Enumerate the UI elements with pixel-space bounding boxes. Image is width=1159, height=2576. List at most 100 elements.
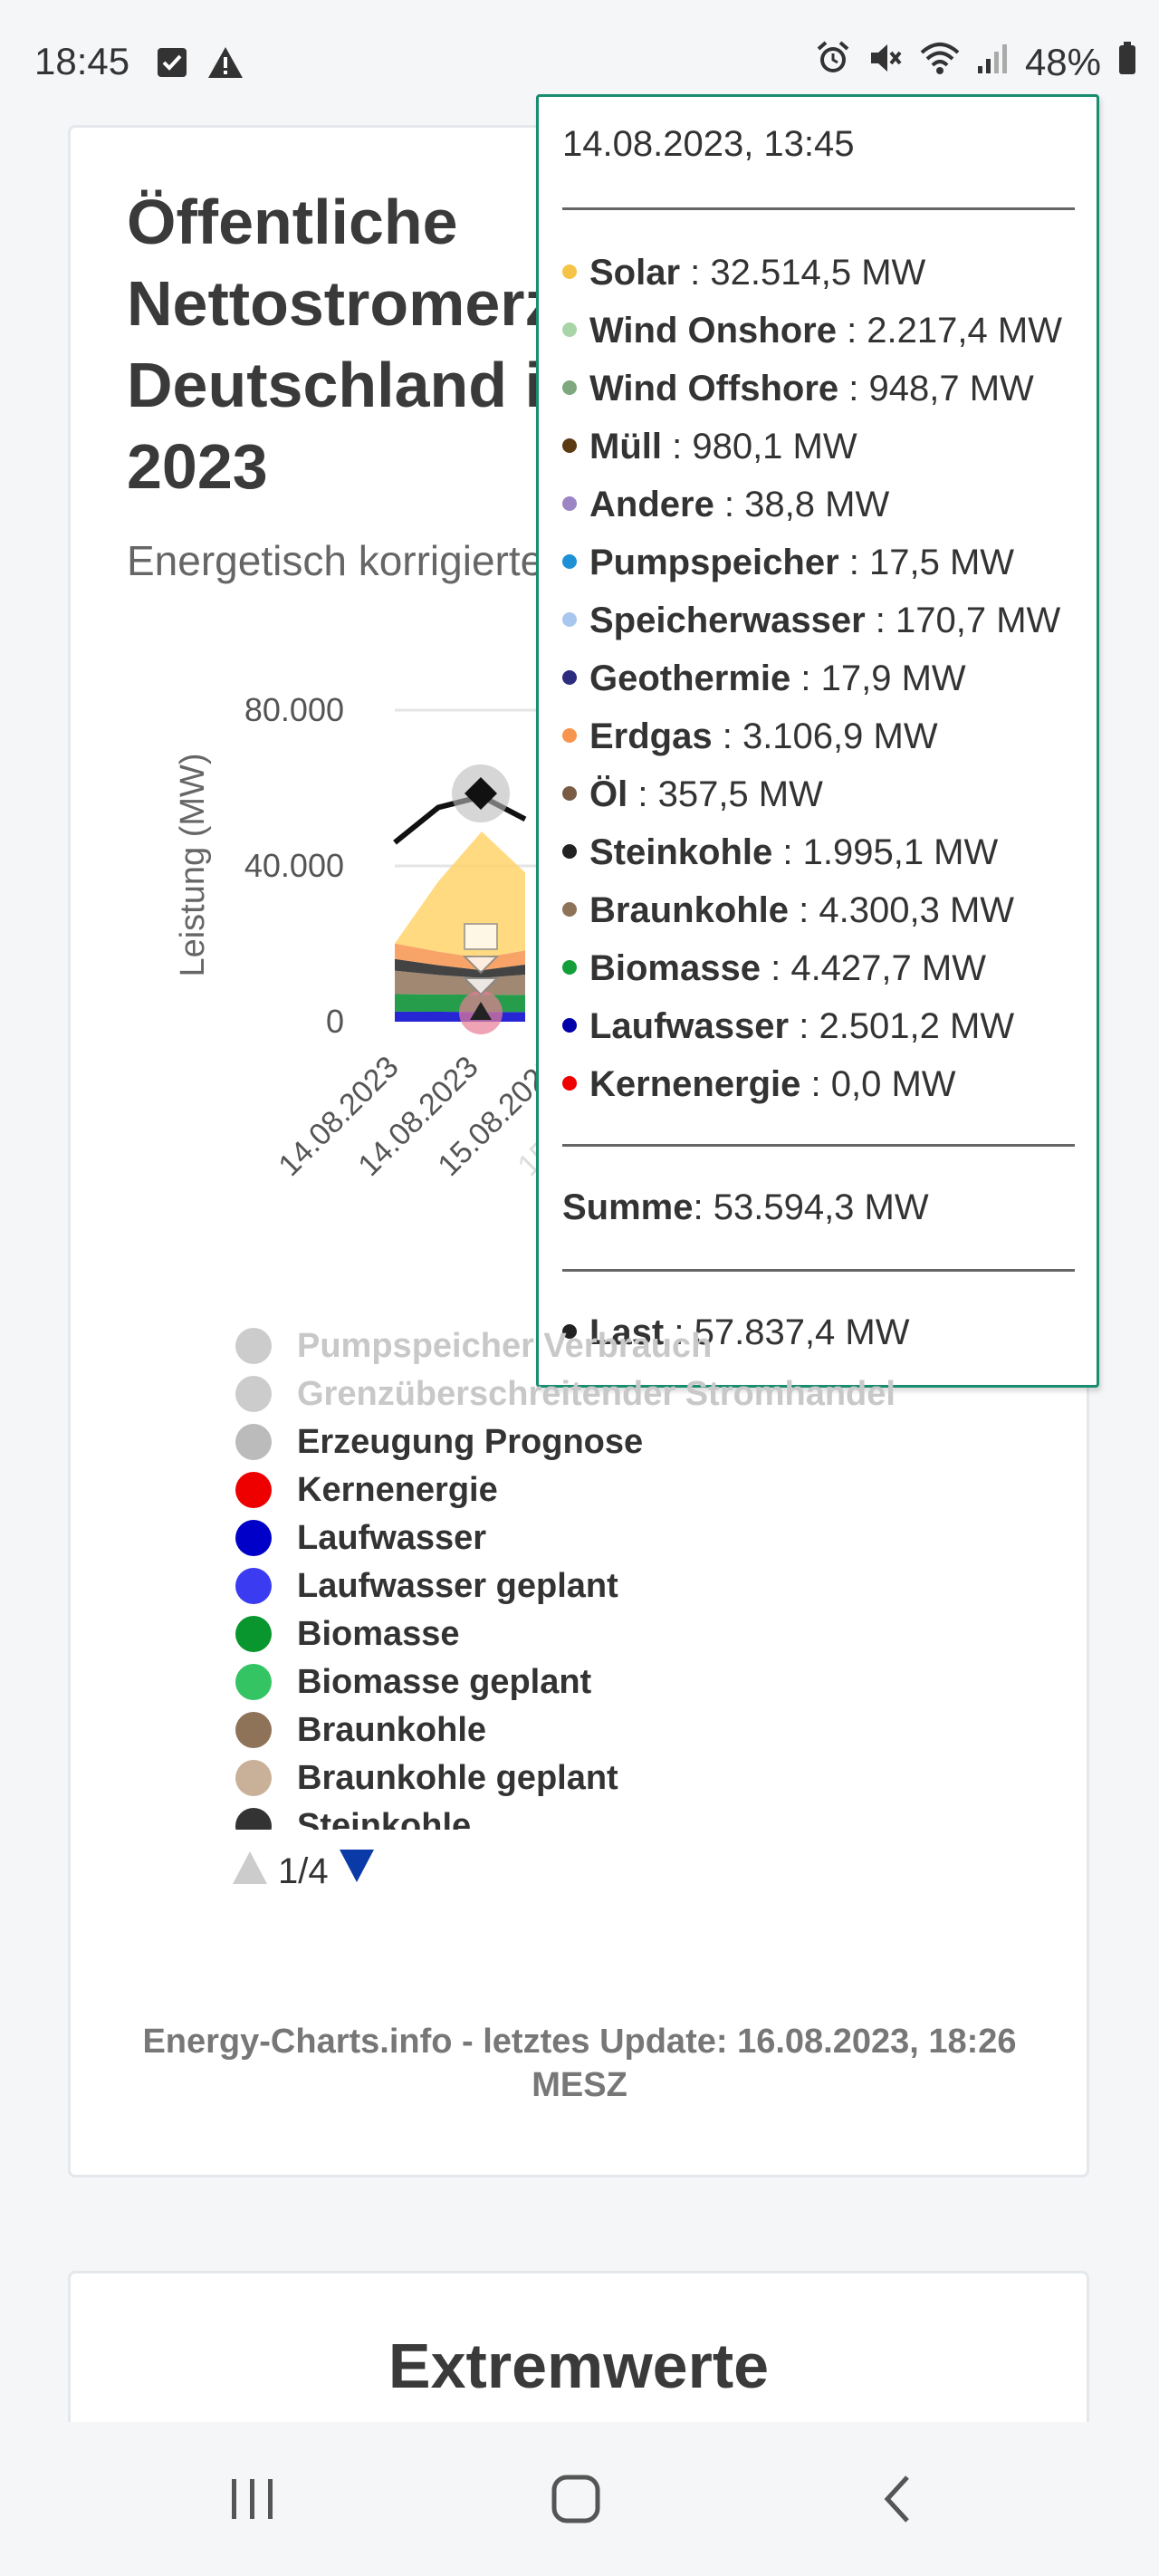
tooltip-row: Laufwasser : 2.501,2 MW bbox=[562, 1006, 1014, 1047]
series-dot bbox=[562, 496, 577, 512]
signal-icon bbox=[976, 41, 1009, 84]
series-dot bbox=[562, 264, 577, 280]
pager-down-icon[interactable] bbox=[338, 1848, 376, 1895]
legend-item[interactable]: Biomasse geplant bbox=[235, 1658, 591, 1706]
legend-item[interactable]: Braunkohle bbox=[235, 1706, 486, 1754]
tooltip-row-label: Wind Onshore bbox=[589, 311, 837, 351]
series-dot bbox=[562, 728, 577, 744]
tooltip-row-label: Müll bbox=[589, 427, 662, 466]
tooltip-row-value: : 2.501,2 MW bbox=[789, 1006, 1015, 1046]
legend-swatch bbox=[235, 1616, 272, 1652]
legend-swatch bbox=[235, 1520, 272, 1556]
y-axis-label: Leistung (MW) bbox=[174, 753, 212, 976]
tooltip-row-value: : 948,7 MW bbox=[838, 369, 1034, 409]
pager-page-indicator: 1/4 bbox=[278, 1850, 329, 1891]
recent-apps-button[interactable] bbox=[206, 2458, 297, 2540]
legend-swatch bbox=[235, 1664, 272, 1700]
legend-swatch bbox=[235, 1760, 272, 1796]
tooltip-row-label: Laufwasser bbox=[589, 1006, 790, 1046]
tooltip-row: Speicherwasser : 170,7 MW bbox=[562, 601, 1060, 641]
series-dot bbox=[562, 1324, 577, 1340]
series-dot bbox=[562, 612, 577, 628]
system-nav-bar bbox=[0, 2422, 1159, 2576]
chart-series-areas bbox=[393, 793, 527, 1022]
tooltip-row-label: Andere bbox=[589, 485, 714, 524]
legend-item[interactable]: Biomasse bbox=[235, 1610, 460, 1658]
tooltip-row: Steinkohle : 1.995,1 MW bbox=[562, 832, 998, 873]
tooltip-row: Geothermie : 17,9 MW bbox=[562, 658, 966, 699]
series-dot bbox=[562, 786, 577, 802]
chart-tooltip: 14.08.2023, 13:45 Solar : 32.514,5 MW Win… bbox=[536, 94, 1099, 1388]
legend-item[interactable]: Laufwasser geplant bbox=[235, 1562, 618, 1610]
legend-item[interactable]: Braunkohle geplant bbox=[235, 1754, 618, 1802]
tooltip-row-value: : 2.217,4 MW bbox=[836, 311, 1062, 351]
home-icon bbox=[551, 2475, 600, 2523]
tooltip-date: 14.08.2023, 13:45 bbox=[562, 124, 855, 164]
tooltip-row-value: : 32.514,5 MW bbox=[680, 253, 926, 293]
pager-up-icon[interactable] bbox=[231, 1848, 269, 1895]
legend-label: Biomasse geplant bbox=[297, 1662, 592, 1701]
tooltip-divider bbox=[562, 1144, 1075, 1147]
tooltip-row: Pumpspeicher : 17,5 MW bbox=[562, 543, 1014, 583]
legend-item[interactable]: Pumpspeicher Verbrauch bbox=[235, 1322, 712, 1370]
legend-swatch bbox=[235, 1568, 272, 1604]
legend-label: Kernenergie bbox=[297, 1470, 498, 1509]
legend-label: Erzeugung Prognose bbox=[297, 1422, 644, 1461]
tooltip-sum-value: : 53.594,3 MW bbox=[693, 1187, 929, 1227]
tooltip-row-value: : 170,7 MW bbox=[865, 601, 1061, 640]
legend-swatch bbox=[235, 1376, 272, 1412]
series-dot bbox=[562, 1076, 577, 1091]
tooltip-row-value: : 1.995,1 MW bbox=[772, 832, 999, 872]
mute-icon bbox=[867, 40, 904, 85]
series-dot bbox=[562, 380, 577, 396]
back-button[interactable] bbox=[855, 2458, 945, 2540]
legend-label: Pumpspeicher Verbrauch bbox=[297, 1326, 713, 1365]
tooltip-row-label: Kernenergie bbox=[589, 1064, 801, 1104]
area-series-solar bbox=[395, 831, 525, 958]
tooltip-row-value: : 4.427,7 MW bbox=[760, 948, 986, 988]
area-series-braunkohle bbox=[395, 970, 525, 995]
tooltip-row-label: Geothermie bbox=[589, 658, 791, 698]
legend-label: Steinkohle bbox=[297, 1806, 472, 1831]
chart-legend: Pumpspeicher Verbrauch Grenzüberschreiten… bbox=[235, 1322, 1050, 1830]
tooltip-row-value: : 980,1 MW bbox=[661, 427, 857, 466]
legend-label: Grenzüberschreitender Stromhandel bbox=[297, 1374, 896, 1413]
tooltip-row-label: Steinkohle bbox=[589, 832, 773, 872]
legend-item[interactable]: Kernenergie bbox=[235, 1466, 498, 1514]
section-title: Extremwerte bbox=[388, 2331, 770, 2401]
home-button[interactable] bbox=[531, 2458, 621, 2540]
series-dot bbox=[562, 1018, 577, 1033]
area-series-erdgas bbox=[395, 943, 525, 971]
y-tick-label: 0 bbox=[326, 1003, 344, 1040]
hover-marker bbox=[452, 764, 510, 1034]
legend-swatch bbox=[235, 1472, 272, 1508]
tooltip-row-value: : 357,5 MW bbox=[627, 774, 823, 814]
tooltip-row: Kernenergie : 0,0 MW bbox=[562, 1064, 956, 1105]
series-dot bbox=[562, 554, 577, 570]
tooltip-load: Last : 57.837,4 MW bbox=[562, 1312, 909, 1353]
legend-item[interactable]: Laufwasser bbox=[235, 1514, 486, 1562]
tooltip-row: Wind Offshore : 948,7 MW bbox=[562, 369, 1034, 409]
tooltip-row-label: Öl bbox=[589, 774, 628, 814]
tooltip-row: Biomasse : 4.427,7 MW bbox=[562, 948, 986, 989]
area-series-steinkohle bbox=[395, 958, 525, 978]
legend-item[interactable]: Steinkohle bbox=[235, 1802, 471, 1830]
tooltip-row-value: : 0,0 MW bbox=[800, 1064, 956, 1104]
alarm-icon bbox=[815, 40, 851, 85]
tooltip-load-value: : 57.837,4 MW bbox=[664, 1312, 910, 1352]
tooltip-row: Braunkohle : 4.300,3 MW bbox=[562, 890, 1014, 931]
legend-label: Laufwasser geplant bbox=[297, 1566, 618, 1605]
tooltip-row: Solar : 32.514,5 MW bbox=[562, 253, 925, 293]
series-dot bbox=[562, 902, 577, 918]
legend-label: Braunkohle geplant bbox=[297, 1758, 618, 1797]
series-dot bbox=[562, 322, 577, 338]
y-tick-label: 80.000 bbox=[244, 691, 344, 728]
legend-item[interactable]: Grenzüberschreitender Stromhandel bbox=[235, 1370, 896, 1418]
legend-swatch bbox=[235, 1712, 272, 1748]
tooltip-row-label: Braunkohle bbox=[589, 890, 790, 930]
series-dot bbox=[562, 844, 577, 860]
legend-item[interactable]: Erzeugung Prognose bbox=[235, 1418, 643, 1466]
tooltip-load-label: Last bbox=[589, 1312, 665, 1352]
tooltip-row-value: : 17,5 MW bbox=[838, 543, 1015, 582]
tooltip-row-value: : 3.106,9 MW bbox=[712, 716, 938, 756]
